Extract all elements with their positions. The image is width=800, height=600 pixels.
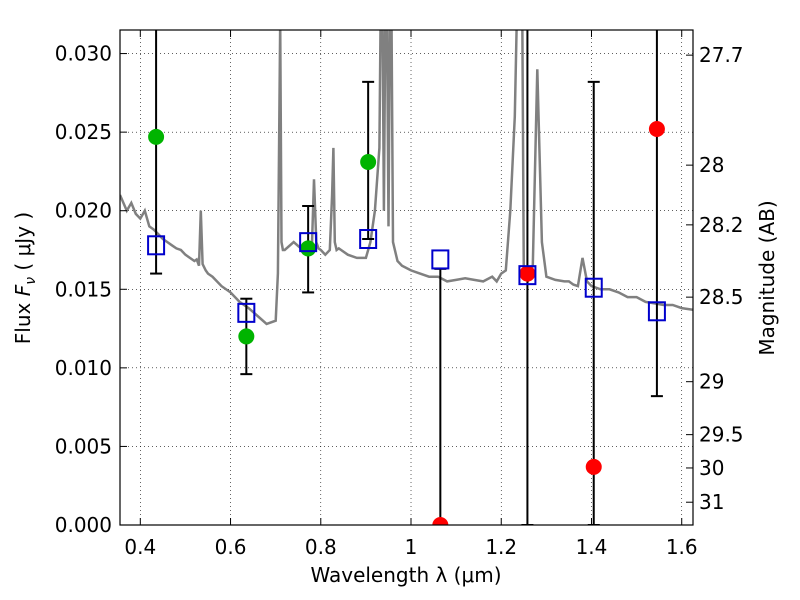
x-tick-label: 0.6 bbox=[215, 535, 247, 559]
y-tick-label: 0.030 bbox=[55, 42, 112, 66]
model-band-square bbox=[584, 277, 603, 298]
model-band-square bbox=[359, 229, 378, 249]
x-tick-label: 1 bbox=[405, 535, 418, 559]
data-point bbox=[585, 458, 602, 475]
x-tick-label: 1.4 bbox=[576, 535, 608, 559]
plot-content bbox=[120, 30, 693, 525]
data-point bbox=[432, 517, 449, 525]
x-tick-label: 1.6 bbox=[666, 535, 698, 559]
x-axis-label: Wavelength λ (μm) bbox=[310, 563, 501, 587]
data-markers bbox=[147, 121, 666, 525]
y-tick-label: 0.000 bbox=[55, 513, 112, 537]
plot-frame bbox=[119, 29, 694, 526]
y2-tick-label: 28.5 bbox=[699, 285, 744, 309]
y2-axis-label: Magnitude (AB) bbox=[755, 200, 779, 355]
model-band-square bbox=[299, 232, 318, 253]
data-point bbox=[648, 121, 665, 137]
model-band-square bbox=[237, 302, 256, 323]
y2-tick-label: 29 bbox=[699, 370, 724, 394]
tick-labels: 0.4 0.6 0.8 1 1.2 1.4 1.6 0.000 0.005 0.010 0.015 0… bbox=[55, 42, 744, 559]
y2-tick-label: 27.7 bbox=[699, 43, 744, 67]
y2-tick-label: 30 bbox=[699, 456, 724, 480]
y-tick-label: 0.010 bbox=[55, 356, 112, 380]
data-point bbox=[238, 328, 255, 345]
data-point bbox=[519, 265, 536, 282]
y2-tick-label: 29.5 bbox=[699, 423, 744, 447]
model-band-square bbox=[431, 249, 450, 270]
data-point bbox=[300, 240, 317, 257]
model-band-square bbox=[147, 235, 166, 256]
y-tick-label: 0.015 bbox=[55, 277, 112, 301]
grid-lines bbox=[120, 30, 693, 526]
data-point bbox=[148, 128, 165, 145]
x-tick-label: 1.2 bbox=[485, 535, 517, 559]
y2-tick-label: 28 bbox=[699, 153, 724, 177]
y2-tick-label: 28.2 bbox=[699, 213, 744, 237]
model-spectrum-line bbox=[120, 30, 693, 326]
y-tick-label: 0.020 bbox=[55, 199, 112, 223]
axis-ticks bbox=[120, 30, 693, 526]
error-bars bbox=[150, 30, 663, 525]
plot-area bbox=[120, 30, 693, 525]
model-band-square bbox=[518, 265, 537, 286]
y-tick-label: 0.025 bbox=[55, 120, 112, 144]
x-tick-label: 0.8 bbox=[305, 535, 337, 559]
x-tick-label: 0.4 bbox=[124, 535, 156, 559]
data-point bbox=[360, 154, 377, 170]
y2-tick-label: 31 bbox=[699, 490, 724, 514]
y-tick-label: 0.005 bbox=[55, 434, 112, 458]
y-axis-label: Flux Fν ( μJy ) bbox=[11, 212, 39, 344]
model-band-square bbox=[647, 301, 666, 322]
